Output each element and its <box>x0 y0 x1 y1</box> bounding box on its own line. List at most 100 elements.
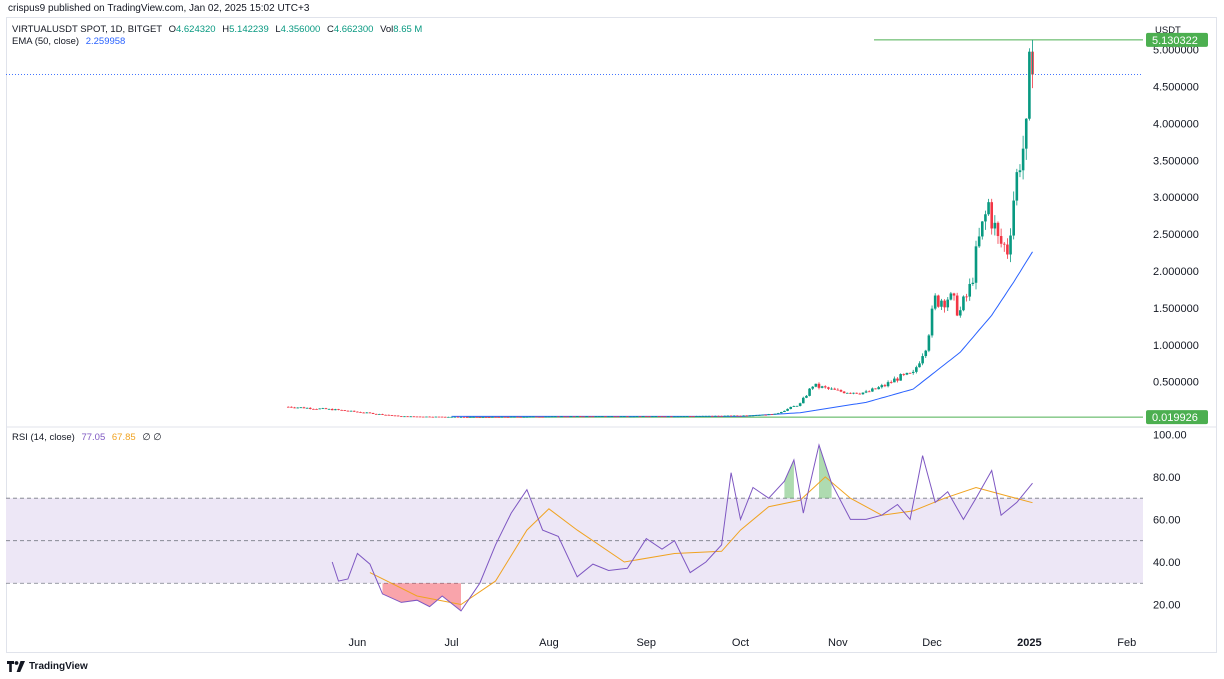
candle-body <box>984 214 987 222</box>
candle-body <box>365 412 369 414</box>
candle-body <box>811 386 815 389</box>
candle-body <box>538 416 541 418</box>
open-number: 4.624320 <box>175 24 216 35</box>
candle-body <box>698 416 701 417</box>
candle-body <box>616 416 620 418</box>
rsi-legend[interactable]: RSI (14, close) 77.05 67.85 ∅ ∅ <box>12 432 162 443</box>
candle-body <box>522 416 526 418</box>
candle-body <box>968 283 972 297</box>
candle-body <box>773 413 777 415</box>
candle-body <box>736 415 739 417</box>
ema-legend[interactable]: EMA (50, close) 2.259958 <box>12 36 125 47</box>
candle-body <box>814 383 818 387</box>
candle-body <box>541 416 544 418</box>
candle-body <box>359 412 362 413</box>
rsi-empty-values: ∅ ∅ <box>142 432 162 443</box>
candle-body <box>955 295 959 316</box>
candle-body <box>374 413 378 415</box>
candle-body <box>563 416 566 418</box>
candle-body <box>387 414 391 416</box>
candle-body <box>842 391 846 394</box>
candle-body <box>390 415 394 416</box>
main-legend: VIRTUALUSDT SPOT, 1D, BITGET O4.624320 H… <box>12 24 422 35</box>
candle-body <box>695 416 698 417</box>
candle-body <box>315 409 318 410</box>
symbol-title[interactable]: VIRTUALUSDT SPOT, 1D, BITGET <box>12 24 162 35</box>
candle-body <box>670 416 673 418</box>
candle-body <box>403 416 406 418</box>
price-tick-label: 3.500000 <box>1153 155 1199 167</box>
candle-body <box>974 246 978 283</box>
candle-body <box>688 416 692 417</box>
candle-body <box>720 415 723 417</box>
rsi-tick-label: 100.00 <box>1153 429 1187 441</box>
candle-body <box>864 391 868 393</box>
candle-body <box>318 408 321 410</box>
candle-body <box>1021 148 1025 171</box>
candle-body <box>456 416 460 418</box>
candle-body <box>312 408 315 410</box>
candle-body <box>899 374 902 381</box>
candle-body <box>428 416 431 418</box>
candle-body <box>663 416 667 418</box>
candle-body <box>874 388 877 390</box>
candle-body <box>619 416 623 418</box>
rsi-line <box>331 443 1033 612</box>
candle-body <box>827 387 830 389</box>
volume-number: 8.65 M <box>393 24 423 35</box>
candle-body <box>349 410 353 412</box>
candle-body <box>902 374 906 375</box>
candle-body <box>453 416 457 418</box>
candle-body <box>849 392 852 394</box>
candle-body <box>729 415 733 417</box>
candle-body <box>547 416 551 418</box>
rsi-ma-line <box>369 476 1033 606</box>
candle-body <box>871 388 874 392</box>
candle-body <box>560 416 563 418</box>
price-label-box <box>1146 32 1208 47</box>
candle-body <box>940 300 943 307</box>
publisher-caption: crispus9 published on TradingView.com, J… <box>8 3 310 14</box>
rsi-value: 77.05 <box>81 432 106 443</box>
price-tick-label: 0.500000 <box>1153 377 1199 389</box>
footer-brand[interactable]: TradingView <box>7 661 88 672</box>
candle-body <box>1015 172 1019 201</box>
candle-body <box>999 236 1003 244</box>
ema-label: EMA (50, close) <box>12 36 80 47</box>
candle-body <box>714 415 717 417</box>
candle-body <box>726 415 730 417</box>
candle-body <box>742 415 745 417</box>
candle-body <box>293 407 296 409</box>
candle-body <box>723 415 727 417</box>
candle-body <box>431 416 435 418</box>
rsi-tick-label: 40.00 <box>1153 557 1181 569</box>
close-value: C4.662300 <box>327 24 374 35</box>
candle-body <box>943 300 946 308</box>
currency-label[interactable]: USDT <box>1155 25 1181 36</box>
candle-body <box>406 416 409 418</box>
candle-body <box>877 387 880 390</box>
price-tick-label: 1.000000 <box>1153 340 1199 352</box>
candle-body <box>893 378 896 383</box>
candle-body <box>305 407 309 409</box>
candle-body <box>352 410 356 412</box>
price-tick-label: 3.000000 <box>1153 192 1199 204</box>
candle-body <box>644 416 648 418</box>
candle-body <box>805 395 808 398</box>
price-tick-label: 5.000000 <box>1153 45 1199 57</box>
candle-body <box>952 293 956 296</box>
candle-body <box>553 416 557 418</box>
candle-body <box>516 416 519 418</box>
candle-body <box>761 414 764 416</box>
price-label-box <box>1146 410 1208 425</box>
rsi-tick-label: 60.00 <box>1153 514 1181 526</box>
candle-body <box>296 407 300 409</box>
candle-body <box>990 202 994 229</box>
price-label-text: 5.130322 <box>1152 35 1198 47</box>
candle-body <box>503 416 507 418</box>
candle-body <box>415 416 419 418</box>
candle-body <box>638 416 642 418</box>
candle-body <box>418 416 422 418</box>
rsi-label: RSI (14, close) <box>12 432 75 443</box>
